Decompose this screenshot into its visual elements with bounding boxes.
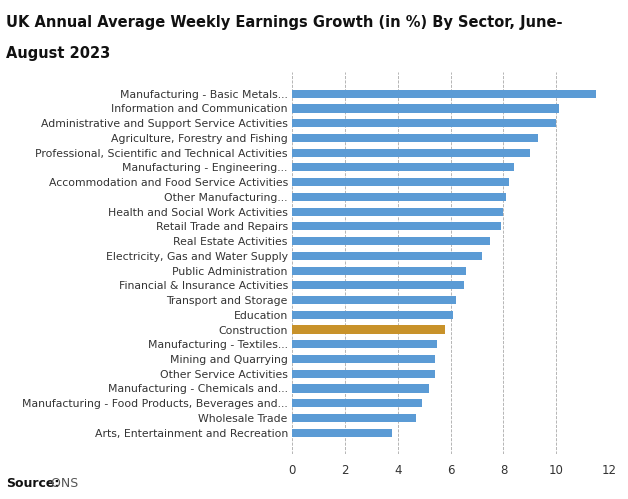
Bar	[292, 104, 559, 113]
Bar	[292, 193, 506, 201]
Bar	[292, 384, 430, 393]
Bar	[292, 90, 596, 98]
Bar	[292, 178, 509, 186]
Bar	[292, 325, 445, 334]
Bar	[292, 311, 453, 319]
Bar	[292, 399, 421, 407]
Bar	[292, 296, 456, 304]
Bar	[292, 281, 464, 289]
Bar	[292, 223, 501, 231]
Bar	[292, 414, 416, 422]
Text: Source:: Source:	[6, 477, 60, 490]
Bar	[292, 429, 392, 437]
Bar	[292, 208, 504, 216]
Bar	[292, 149, 530, 157]
Bar	[292, 119, 556, 127]
Bar	[292, 370, 435, 378]
Text: August 2023: August 2023	[6, 46, 111, 61]
Bar	[292, 163, 514, 172]
Bar	[292, 134, 538, 142]
Bar	[292, 252, 482, 260]
Text: UK Annual Average Weekly Earnings Growth (in %) By Sector, June-: UK Annual Average Weekly Earnings Growth…	[6, 15, 563, 30]
Text: ONS: ONS	[47, 477, 78, 490]
Bar	[292, 355, 435, 363]
Bar	[292, 237, 490, 245]
Bar	[292, 266, 467, 274]
Bar	[292, 340, 437, 348]
